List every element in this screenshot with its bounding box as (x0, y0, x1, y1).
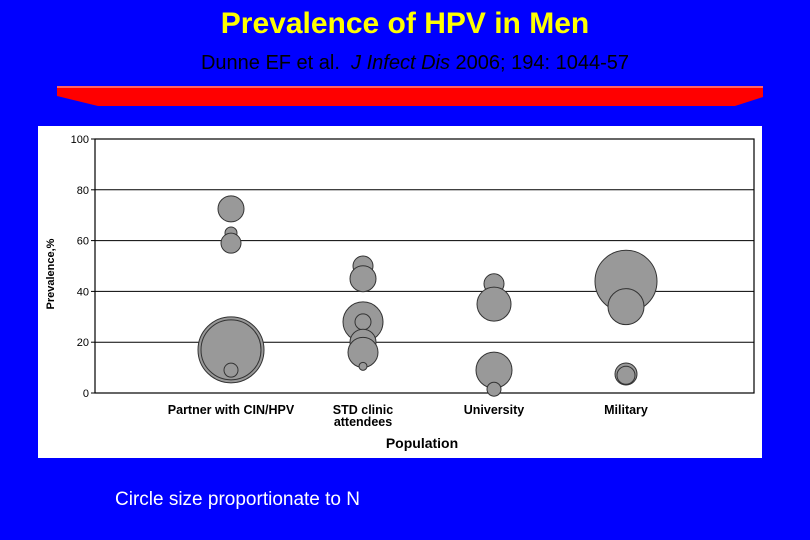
y-tick-label: 80 (77, 185, 89, 197)
grid-layer (91, 138, 755, 394)
x-category-label: University (464, 403, 524, 417)
citation-details: 2006; 194: 1044-57 (455, 52, 630, 74)
y-tick-label: 100 (71, 134, 89, 146)
bubble-point (217, 195, 245, 223)
bubble-point (486, 381, 502, 397)
accent-bar (57, 86, 763, 106)
plot-frame (94, 138, 755, 394)
y-tick-label: 60 (77, 236, 89, 248)
bubble-chart: 0 20 40 60 80 100 Partner with CIN/HPV STD clin… (45, 134, 755, 451)
y-tick-label: 20 (77, 337, 89, 349)
y-tick-label: 0 (83, 388, 89, 400)
bubble-point (358, 361, 368, 371)
citation: Dunne EF et al. J Infect Dis 2006; 194: … (0, 48, 810, 78)
citation-authors: Dunne EF et al. (200, 52, 340, 74)
citation-journal: J Infect Dis (351, 52, 450, 74)
x-axis-title: Population (386, 435, 458, 451)
label-layer: 0 20 40 60 80 100 Partner with CIN/HPV STD clin… (45, 134, 648, 451)
bubble-point (220, 232, 242, 254)
bubble-point (607, 288, 645, 326)
y-tick-label: 40 (77, 286, 89, 298)
bubble-point (349, 265, 377, 293)
accent-bar-shape (57, 86, 763, 106)
x-category-label: STD clinic (333, 403, 393, 417)
x-category-label: Military (604, 403, 648, 417)
bubble-point (476, 286, 512, 322)
bubble-point (354, 313, 372, 331)
x-category-label: Partner with CIN/HPV (168, 403, 295, 417)
chart-caption: Circle size proportionate to N (115, 489, 360, 510)
slide-title: Prevalence of HPV in Men (220, 7, 590, 40)
chart-panel: 0 20 40 60 80 100 Partner with CIN/HPV STD clin… (38, 126, 762, 458)
y-axis-title: Prevalence,% (45, 238, 57, 309)
bubble-point (616, 365, 636, 385)
x-category-label-line2: attendees (334, 415, 392, 429)
bubble-point (200, 319, 262, 381)
bubble-layer (197, 195, 658, 397)
bubble-point (223, 362, 239, 378)
